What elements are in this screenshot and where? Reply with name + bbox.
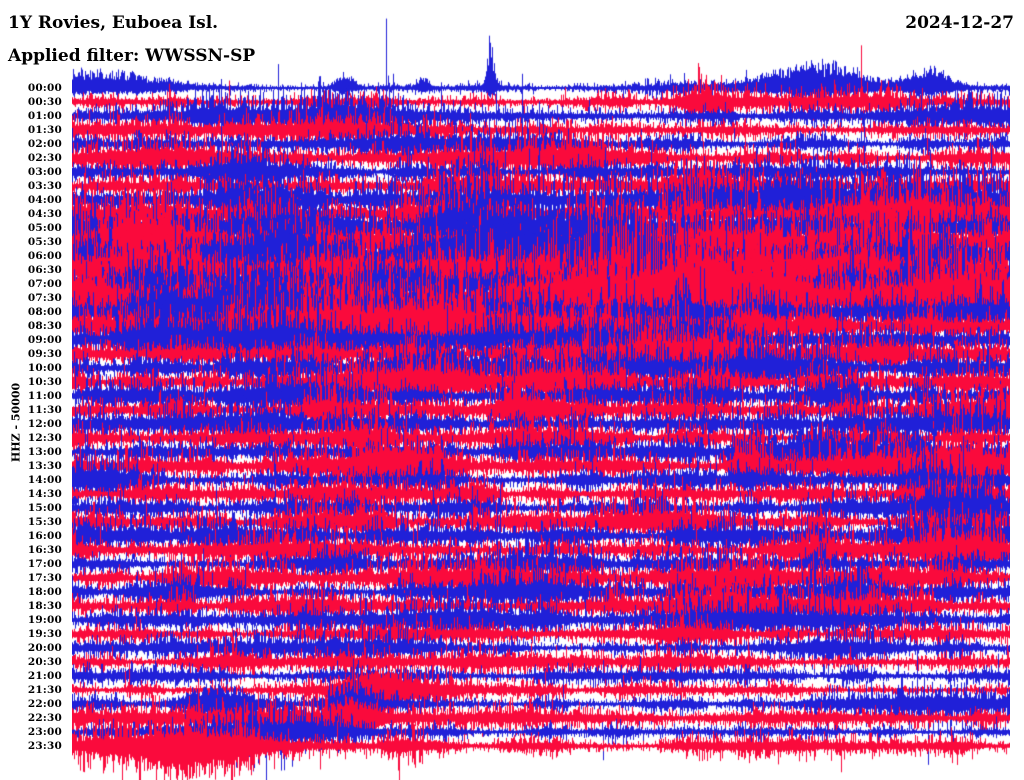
- time-label: 19:00: [27, 614, 62, 626]
- time-label: 00:30: [27, 96, 62, 108]
- time-label: 14:00: [27, 474, 62, 486]
- time-label: 06:30: [27, 264, 62, 276]
- time-axis: 00:00 00:30 01:00 01:30 02:00 02:30 03:00 03:30…: [0, 0, 63, 780]
- time-label: 18:30: [27, 600, 62, 612]
- time-label: 09:00: [27, 334, 62, 346]
- time-label: 08:00: [27, 306, 62, 318]
- time-label: 20:30: [27, 656, 62, 668]
- time-label: 15:30: [27, 516, 62, 528]
- time-label: 02:30: [27, 152, 62, 164]
- time-label: 07:00: [27, 278, 62, 290]
- time-label: 05:00: [27, 222, 62, 234]
- time-label: 17:00: [27, 558, 62, 570]
- time-label: 04:00: [27, 194, 62, 206]
- time-label: 02:00: [27, 138, 62, 150]
- time-label: 22:30: [27, 712, 62, 724]
- time-label: 00:00: [27, 82, 62, 94]
- time-label: 23:00: [27, 726, 62, 738]
- time-label: 07:30: [27, 292, 62, 304]
- time-label: 23:30: [27, 740, 62, 752]
- time-label: 16:30: [27, 544, 62, 556]
- time-label: 12:00: [27, 418, 62, 430]
- time-label: 09:30: [27, 348, 62, 360]
- time-label: 20:00: [27, 642, 62, 654]
- time-label: 03:00: [27, 166, 62, 178]
- time-label: 21:00: [27, 670, 62, 682]
- time-label: 15:00: [27, 502, 62, 514]
- time-label: 11:30: [27, 404, 62, 416]
- time-label: 19:30: [27, 628, 62, 640]
- time-label: 13:30: [27, 460, 62, 472]
- time-label: 03:30: [27, 180, 62, 192]
- time-label: 11:00: [27, 390, 62, 402]
- time-label: 14:30: [27, 488, 62, 500]
- time-label: 18:00: [27, 586, 62, 598]
- time-label: 16:00: [27, 530, 62, 542]
- time-label: 17:30: [27, 572, 62, 584]
- time-label: 05:30: [27, 236, 62, 248]
- time-label: 01:00: [27, 110, 62, 122]
- time-label: 08:30: [27, 320, 62, 332]
- helicorder-trace-canvas: [72, 0, 1010, 780]
- time-label: 06:00: [27, 250, 62, 262]
- time-label: 12:30: [27, 432, 62, 444]
- time-label: 10:30: [27, 376, 62, 388]
- time-label: 21:30: [27, 684, 62, 696]
- time-label: 04:30: [27, 208, 62, 220]
- time-label: 01:30: [27, 124, 62, 136]
- time-label: 13:00: [27, 446, 62, 458]
- time-label: 10:00: [27, 362, 62, 374]
- time-label: 22:00: [27, 698, 62, 710]
